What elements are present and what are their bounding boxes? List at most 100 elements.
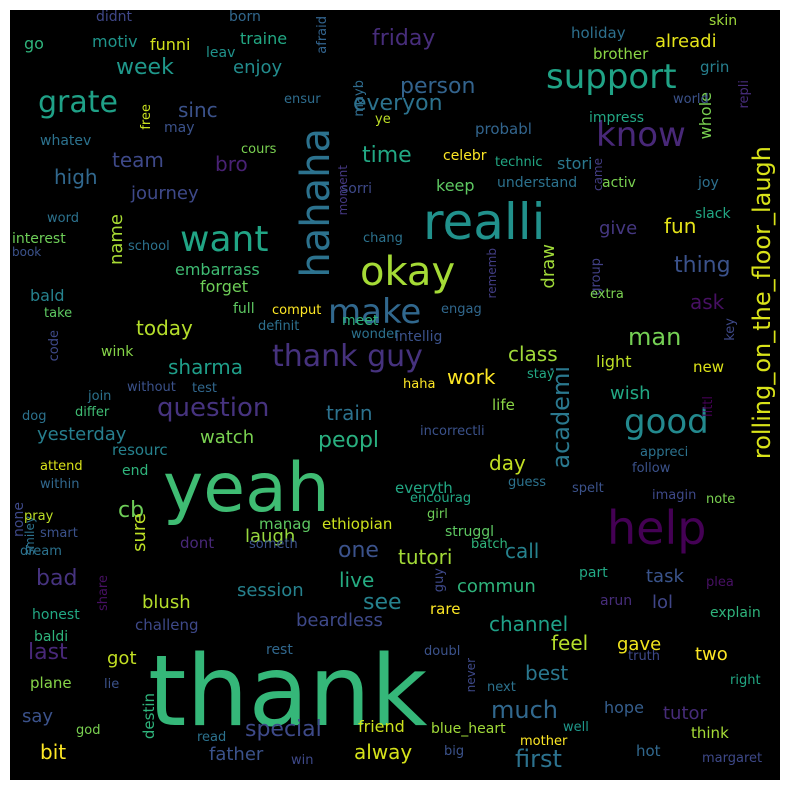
word-fun: fun <box>664 214 697 238</box>
word-friend: friend <box>358 717 405 736</box>
word-best: best <box>525 661 569 685</box>
word-code: code <box>47 330 62 362</box>
word-live: live <box>339 568 375 592</box>
word-grate: grate <box>38 85 118 120</box>
word-ask: ask <box>690 290 725 314</box>
word-cb: cb <box>118 498 145 523</box>
word-brother: brother <box>593 45 649 63</box>
word-feel: feel <box>551 631 589 655</box>
word-within: within <box>40 477 80 492</box>
word-mother: mother <box>520 734 568 749</box>
word-free: free <box>139 104 154 130</box>
word-keep: keep <box>436 176 475 195</box>
word-celebr: celebr <box>443 148 487 164</box>
word-well: well <box>563 720 589 735</box>
word-imagin: imagin <box>652 488 697 503</box>
word-chang: chang <box>363 231 403 246</box>
word-probabl: probabl <box>475 120 532 138</box>
word-tutor: tutor <box>663 703 707 724</box>
word-want: want <box>180 219 269 260</box>
word-train: train <box>326 401 373 425</box>
word-help: help <box>607 501 707 555</box>
word-attend: attend <box>40 459 83 474</box>
word-work: work <box>447 365 496 389</box>
word-baldi: baldi <box>34 629 69 645</box>
word-traine: traine <box>240 29 288 48</box>
word-holiday: holiday <box>571 24 626 42</box>
word-spelt: spelt <box>572 481 604 496</box>
word-part: part <box>579 565 608 581</box>
word-extra: extra <box>590 287 624 302</box>
word-day: day <box>489 451 526 475</box>
word-hot: hot <box>636 742 661 760</box>
word-win: win <box>291 753 314 768</box>
word-bro: bro <box>215 152 248 176</box>
word-today: today <box>136 316 193 340</box>
word-person: person <box>400 74 476 99</box>
word-intellig: intellig <box>395 329 443 345</box>
word-key: key <box>723 318 738 341</box>
word-yesterday: yesterday <box>37 424 127 445</box>
word-explain: explain <box>710 605 761 621</box>
word-wonder: wonder <box>351 327 400 342</box>
word-bit: bit <box>40 740 67 764</box>
word-smart: smart <box>40 526 78 541</box>
word-draw: draw <box>538 244 559 289</box>
word-say: say <box>22 706 54 727</box>
word-technic: technic <box>495 155 543 170</box>
word-dog: dog <box>22 409 47 424</box>
word-dont: dont <box>180 534 215 552</box>
word-forget: forget <box>200 277 248 296</box>
word-meet: meet <box>342 313 379 329</box>
word-margaret: margaret <box>702 751 763 766</box>
word-ensur: ensur <box>284 92 321 107</box>
word-test: test <box>192 381 217 396</box>
word-one: one <box>338 538 379 563</box>
word-wish: wish <box>610 383 651 404</box>
word-full: full <box>233 301 255 317</box>
word-sinc: sinc <box>178 98 218 122</box>
word-sorri: sorri <box>341 181 373 197</box>
word-bad: bad <box>36 566 78 591</box>
word-hope: hope <box>604 698 644 717</box>
word-didnt: didnt <box>96 10 133 25</box>
word-team: team <box>112 148 164 172</box>
word-support: support <box>546 57 677 97</box>
word-class: class <box>508 342 558 366</box>
word-call: call <box>505 539 540 563</box>
word-task: task <box>646 566 684 587</box>
word-pray: pray <box>24 509 54 524</box>
word-whatev: whatev <box>40 133 92 149</box>
word-appreci: appreci <box>640 445 689 460</box>
word-wink: wink <box>101 344 134 360</box>
word-right: right <box>730 673 761 688</box>
word-haha: haha <box>403 377 436 392</box>
word-ethiopian: ethiopian <box>322 515 393 533</box>
word-mayb: mayb <box>352 80 367 117</box>
word-leav: leav <box>206 45 236 61</box>
word-gave: gave <box>617 634 662 655</box>
word-much: much <box>491 696 558 724</box>
word-light: light <box>596 352 632 371</box>
word-arun: arun <box>600 593 633 609</box>
word-man: man <box>628 323 682 351</box>
word-manag: manag <box>259 515 312 533</box>
word-comput: comput <box>272 303 322 318</box>
word-friday: friday <box>372 26 436 51</box>
word-hahaha: hahaha <box>293 128 339 278</box>
word-stay: stay <box>527 367 555 382</box>
word-journey: journey <box>131 183 199 204</box>
word-got: got <box>107 648 137 669</box>
word-struggl: struggl <box>445 524 495 540</box>
word-joy: joy <box>698 175 719 191</box>
word-resourc: resourc <box>112 441 168 459</box>
word-good: good <box>624 402 709 442</box>
word-without: without <box>127 380 176 395</box>
word-time: time <box>362 143 412 168</box>
word-motiv: motiv <box>92 32 138 51</box>
word-batch: batch <box>471 537 508 552</box>
word-littl: littl <box>701 396 716 418</box>
word-name: name <box>106 214 127 266</box>
word-girl: girl <box>427 507 448 522</box>
word-honest: honest <box>32 607 80 623</box>
